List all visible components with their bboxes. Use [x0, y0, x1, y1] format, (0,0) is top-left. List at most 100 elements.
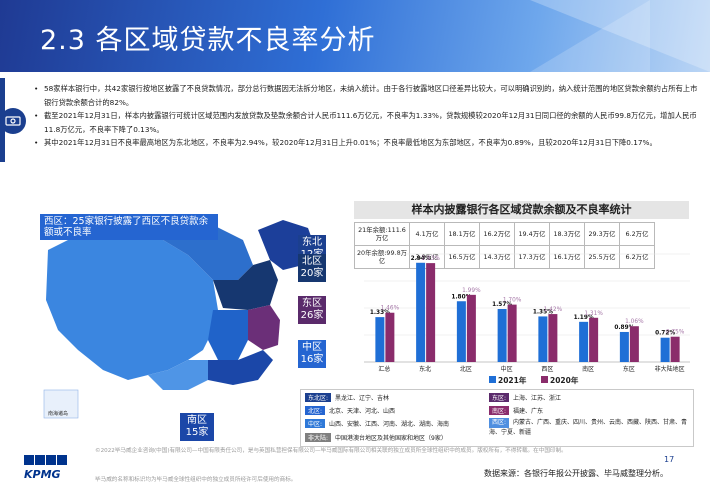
page-number: 17	[664, 455, 675, 464]
legend-item: 东区: 上海、江苏、浙江	[489, 393, 561, 402]
data-label: 1.19%	[574, 315, 594, 321]
region-count: 26家	[300, 310, 324, 321]
legend-item: 非大陆: 中国港澳台地区及其他国家和地区（9家）	[305, 433, 447, 442]
bar-2021	[497, 309, 507, 362]
bar-2020	[589, 317, 599, 362]
bullet-item: 截至2021年12月31日，样本内披露银行可统计区域范围内发放贷款及垫款余额合计…	[34, 109, 704, 136]
region-label-north-box: 北区 20家	[298, 254, 326, 282]
map-region-central	[208, 310, 248, 360]
bar-2020	[548, 314, 558, 362]
legend-item: 东北区: 黑龙江、辽宁、吉林	[305, 393, 389, 402]
legend-text: 上海、江苏、浙江	[513, 395, 562, 402]
legend-text: 黑龙江、辽宁、吉林	[335, 395, 390, 402]
map-region-north	[213, 260, 278, 310]
data-label: 1.42%	[544, 307, 563, 313]
bar-2020	[466, 294, 476, 362]
table-row-header: 20年余额:99.8万亿	[354, 245, 410, 269]
chart-title: 样本内披露银行各区域贷款余额及不良率统计	[354, 201, 689, 219]
bar-2020	[629, 326, 639, 362]
region-label-south: 南区 15家	[180, 413, 214, 441]
legend-label: 2020年	[550, 375, 579, 385]
bar-2021	[456, 301, 466, 362]
x-tick-label: 汇总	[378, 365, 390, 373]
table-cell: 17.3万亿	[514, 245, 550, 269]
legend-tag: 西区:	[489, 418, 510, 428]
map-region-west	[46, 230, 218, 380]
npl-bar-chart: 1.33%1.46% 汇总 2.94%2.93% 东北 1.80%1.99% 北区 1.57…	[364, 253, 690, 385]
data-label: 0.89%	[614, 325, 634, 331]
table-cell: 14.3万亿	[479, 245, 515, 269]
table-cell: 16.2万亿	[479, 222, 515, 246]
legend-item: 中区: 山西、安徽、江西、河南、湖北、湖南、海南	[305, 419, 449, 428]
table-cell: 18.3万亿	[549, 222, 585, 246]
legend-tag: 南区:	[489, 406, 510, 415]
money-icon	[0, 108, 26, 134]
x-tick-label: 东区	[623, 365, 635, 373]
table-row: 21年余额:111.6万亿 4.1万亿 18.1万亿 16.2万亿 19.4万亿…	[354, 222, 655, 246]
region-label-central: 中区 16家	[298, 340, 326, 368]
region-name: 南区	[187, 415, 207, 426]
legend-item: 西区: 内蒙古、广西、重庆、四川、贵州、云南、西藏、陕西、甘肃、青海、宁夏、新疆	[489, 418, 689, 438]
map-inset-label: 南海诸岛	[48, 410, 68, 417]
table-cell: 4.1万亿	[409, 222, 445, 246]
table-cell: 29.3万亿	[584, 222, 620, 246]
bar-2021	[416, 262, 426, 362]
region-name: 东北	[302, 237, 322, 248]
header-decoration	[530, 0, 710, 72]
legend-text: 福建、广东	[513, 408, 544, 415]
region-label-east: 东区 26家	[298, 296, 326, 324]
bar-2021	[375, 317, 385, 362]
legend-tag: 北区:	[305, 406, 326, 415]
x-tick-label: 南区	[582, 365, 594, 373]
balance-table: 21年余额:111.6万亿 4.1万亿 18.1万亿 16.2万亿 19.4万亿…	[354, 222, 655, 269]
region-legend: 东北区: 黑龙江、辽宁、吉林 北区: 北京、天津、河北、山西 中区: 山西、安徽、江西…	[300, 389, 694, 447]
region-name: 中区	[302, 342, 322, 353]
table-cell: 16.1万亿	[549, 245, 585, 269]
region-count: 16家	[300, 354, 324, 365]
data-label: 0.75%	[666, 330, 685, 336]
bullet-item: 其中2021年12月31日不良率最高地区为东北地区，不良率为2.94%，较202…	[34, 136, 704, 150]
bar-2021	[660, 337, 670, 362]
bar-2021	[619, 331, 629, 362]
svg-text:KPMG: KPMG	[24, 468, 61, 481]
legend-text: 北京、天津、河北、山西	[329, 408, 396, 415]
data-source: 数据来源：各银行年报公开披露、毕马威整理分析。	[484, 469, 668, 478]
legend-item: 北区: 北京、天津、河北、山西	[305, 406, 395, 415]
footer-trademark: 毕马威的名称和标识均为毕马威全球性组织中的独立成员所经许可后使用的商标。	[95, 477, 297, 483]
table-row-header: 21年余额:111.6万亿	[354, 222, 410, 246]
legend-tag: 东北区:	[305, 393, 332, 402]
footer-copyright: ©2022毕马威企业咨询(中国)有限公司—中国有限责任公司，是与英国私营担保有限…	[95, 448, 567, 454]
bar-2020	[507, 304, 517, 362]
bar-2020	[385, 312, 395, 362]
legend-swatch	[489, 376, 496, 383]
china-map: 南海诸岛	[43, 220, 316, 419]
bar-2020	[670, 336, 680, 362]
x-tick-label: 西区	[541, 366, 553, 373]
bar-2021	[538, 316, 548, 362]
x-tick-label: 东北	[419, 365, 431, 373]
data-label: 2.93%	[421, 256, 440, 262]
data-label: 1.99%	[462, 288, 481, 294]
page-header: 2.3 各区域贷款不良率分析	[0, 0, 710, 72]
x-tick-label: 中区	[501, 365, 513, 373]
x-tick-label: 非大陆地区	[655, 365, 685, 373]
data-label: 2.94%	[411, 256, 431, 262]
data-label: 1.57%	[492, 302, 512, 308]
region-name: 东区	[302, 298, 322, 309]
region-count: 20家	[300, 268, 324, 279]
table-cell: 6.2万亿	[619, 245, 655, 269]
map-inset	[43, 389, 79, 419]
header-decoration	[530, 0, 650, 72]
x-tick-label: 北区	[460, 365, 472, 373]
table-cell: 18.1万亿	[444, 222, 480, 246]
page-title: 2.3 各区域贷款不良率分析	[40, 25, 376, 56]
data-label: 1.80%	[451, 294, 471, 300]
legend-swatch	[541, 376, 548, 383]
legend-text: 内蒙古、广西、重庆、四川、贵州、云南、西藏、陕西、甘肃、青海、宁夏、新疆	[489, 419, 688, 436]
data-label: 1.33%	[370, 310, 390, 316]
bar-2021	[579, 321, 589, 362]
legend-text: 中国港澳台地区及其他国家和地区（9家）	[335, 435, 447, 442]
data-label: 0.72%	[655, 331, 675, 337]
data-label: 1.70%	[503, 298, 522, 304]
legend-tag: 非大陆:	[305, 433, 332, 442]
